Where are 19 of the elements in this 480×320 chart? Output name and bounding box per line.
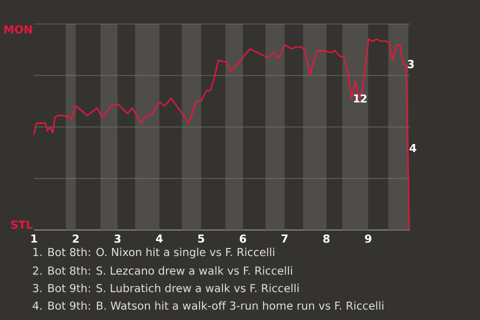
text: STL xyxy=(11,220,33,229)
annotation: 4 xyxy=(410,144,416,152)
text: 4. Bot 9th: B. Watson hit a walk-off 3-run home run vs F. Riccelli xyxy=(32,301,384,310)
x-tick-label: 9 xyxy=(364,234,372,243)
x-tick-label: 1 xyxy=(31,234,38,243)
x-tick-label: 3 xyxy=(114,234,120,243)
annotation: 2 xyxy=(360,94,366,102)
annotation: 3 xyxy=(408,60,414,68)
text: 1. Bot 8th: O. Nixon hit a single vs F. Riccelli xyxy=(33,248,274,258)
x-tick-label: 7 xyxy=(282,234,288,243)
x-tick-label: 8 xyxy=(323,234,330,243)
annotation: 1 xyxy=(354,94,360,102)
x-tick-label: 6 xyxy=(240,234,246,243)
text: 2. Bot 8th: S. Lezcano drew a walk vs F. Riccelli xyxy=(32,266,292,275)
x-tick-label: 2 xyxy=(72,234,79,243)
x-tick-label: 4 xyxy=(156,234,163,243)
text: MON xyxy=(4,25,32,34)
text: 3. Bot 9th: S. Lubratich drew a walk vs F. Riccelli xyxy=(33,284,299,292)
x-tick-label: 5 xyxy=(198,234,204,243)
